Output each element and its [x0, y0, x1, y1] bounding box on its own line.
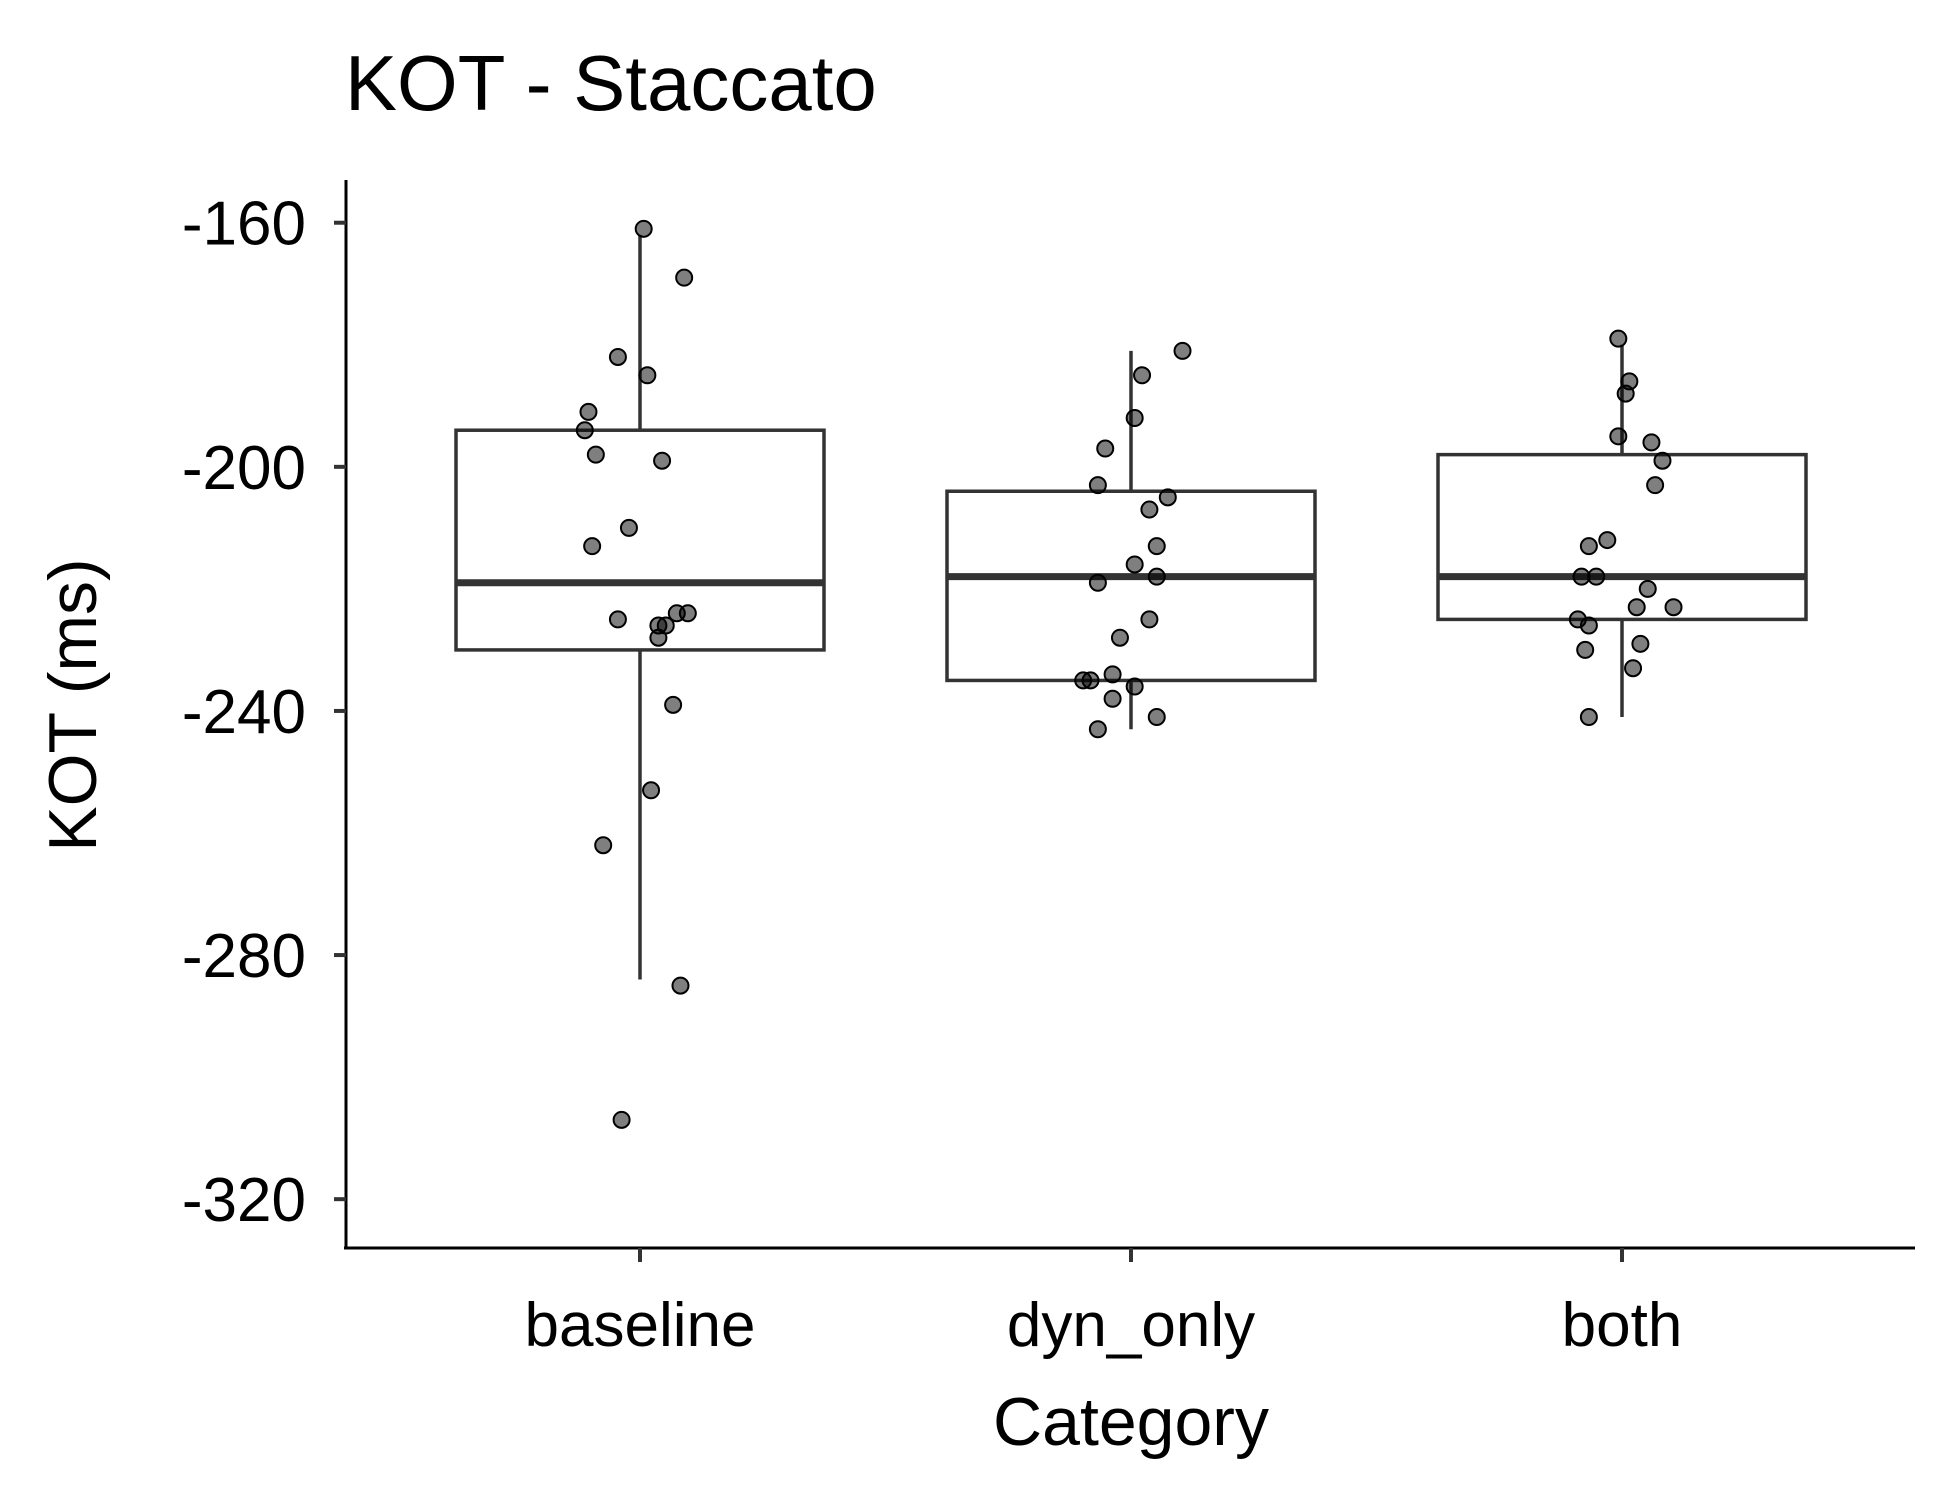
y-tick-label: -280 [182, 922, 306, 991]
data-point [1110, 628, 1129, 647]
data-point [678, 604, 697, 623]
iqr-box [1436, 452, 1808, 622]
chart-title: KOT - Staccato [345, 39, 877, 127]
data-point [579, 402, 598, 421]
data-point [1576, 640, 1595, 659]
data-point [1579, 537, 1598, 556]
x-axis: baseline dyn_only both [525, 1248, 1683, 1360]
data-point [1103, 665, 1122, 684]
data-point [1147, 537, 1166, 556]
data-point [1096, 439, 1115, 458]
data-point [1173, 341, 1192, 360]
data-point [1133, 366, 1152, 385]
data-point [634, 219, 653, 238]
data-point [1158, 488, 1177, 507]
x-tick-label: dyn_only [1007, 1291, 1255, 1360]
data-point [653, 451, 672, 470]
data-point [1627, 598, 1646, 617]
data-point [664, 695, 683, 714]
data-point [583, 537, 602, 556]
data-point [1616, 384, 1635, 403]
data-point [671, 976, 690, 995]
data-point [1579, 616, 1598, 635]
data-point [1147, 567, 1166, 586]
data-point [642, 781, 661, 800]
data-point [1088, 573, 1107, 592]
x-tick-label: baseline [525, 1291, 756, 1360]
data-point [1088, 720, 1107, 739]
y-tick-label: -240 [182, 678, 306, 747]
data-point [649, 628, 668, 647]
data-point [1125, 409, 1144, 428]
data-point [1638, 579, 1657, 598]
plot-area [454, 219, 1808, 1129]
data-point [1147, 708, 1166, 727]
box-both [1436, 344, 1808, 718]
y-axis-title: KOT (ms) [35, 558, 111, 851]
data-point [1664, 598, 1683, 617]
data-point [1609, 329, 1628, 348]
iqr-box [454, 428, 826, 652]
y-tick-label: -200 [182, 434, 306, 503]
data-point [1572, 567, 1591, 586]
data-point [1140, 500, 1159, 519]
data-point [1081, 671, 1100, 690]
x-axis-title: Category [993, 1384, 1269, 1460]
data-point [638, 366, 657, 385]
data-point [586, 445, 605, 464]
iqr-box [945, 489, 1317, 683]
data-point [1587, 567, 1606, 586]
data-point [594, 836, 613, 855]
data-point [619, 518, 638, 537]
data-point [1609, 427, 1628, 446]
data-point [1125, 677, 1144, 696]
data-point [1624, 659, 1643, 678]
data-point [1103, 689, 1122, 708]
data-point [1646, 476, 1665, 495]
box-baseline [454, 234, 826, 980]
y-tick-label: -320 [182, 1166, 306, 1235]
data-point [1125, 555, 1144, 574]
data-point [575, 421, 594, 440]
data-point [1088, 476, 1107, 495]
data-point [1579, 708, 1598, 727]
data-point [1642, 433, 1661, 452]
data-point [1140, 610, 1159, 629]
data-point [1631, 634, 1650, 653]
y-tick-label: -160 [182, 190, 306, 259]
data-point [1598, 531, 1617, 550]
data-point [612, 1110, 631, 1129]
data-point [608, 610, 627, 629]
data-point [1653, 451, 1672, 470]
x-tick-label: both [1562, 1291, 1683, 1360]
box-dyn_only [945, 350, 1317, 730]
data-point [608, 347, 627, 366]
y-axis: -160 -200 -240 -280 -320 [182, 190, 346, 1235]
data-point [675, 268, 694, 287]
